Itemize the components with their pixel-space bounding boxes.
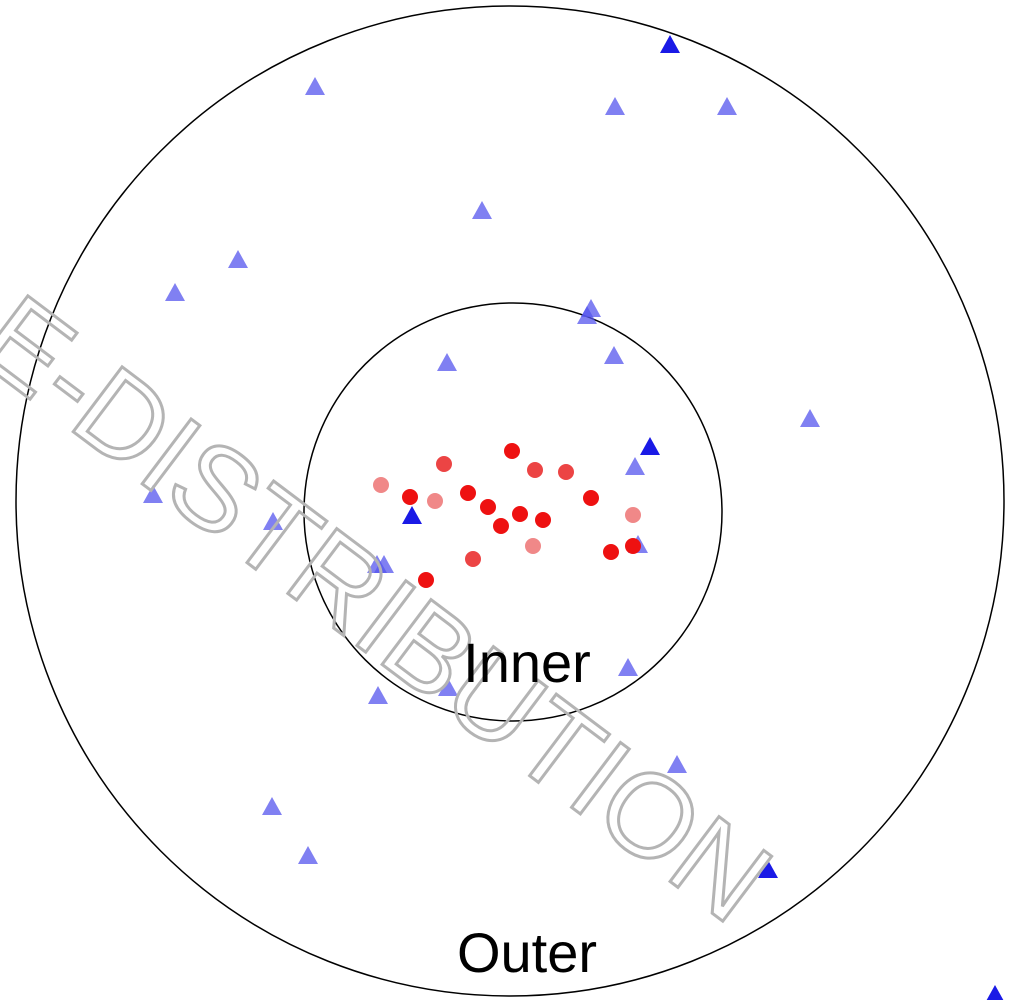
triangle — [368, 686, 388, 704]
dot — [465, 551, 481, 567]
triangle — [604, 346, 624, 364]
triangle — [618, 658, 638, 676]
triangle — [577, 306, 597, 324]
dot — [625, 507, 641, 523]
triangle — [262, 797, 282, 815]
triangle — [263, 512, 283, 530]
triangle — [438, 678, 458, 696]
inner-label: Inner — [463, 631, 591, 694]
triangle — [640, 437, 660, 455]
dot — [460, 485, 476, 501]
triangle — [800, 409, 820, 427]
triangle — [437, 353, 457, 371]
dot — [480, 499, 496, 515]
dot — [603, 544, 619, 560]
triangle — [605, 97, 625, 115]
dot — [373, 477, 389, 493]
triangle — [625, 457, 645, 475]
dot — [558, 464, 574, 480]
dot — [418, 572, 434, 588]
inner-circle — [303, 302, 723, 722]
triangle — [374, 555, 394, 573]
triangle — [667, 755, 687, 773]
triangle — [758, 860, 778, 878]
outer-label: Outer — [457, 921, 597, 984]
triangle — [143, 485, 163, 503]
dot — [525, 538, 541, 554]
dot — [493, 518, 509, 534]
triangle — [305, 77, 325, 95]
triangle — [298, 846, 318, 864]
triangle — [717, 97, 737, 115]
dot — [527, 462, 543, 478]
dot — [625, 538, 641, 554]
dot — [535, 512, 551, 528]
triangle — [228, 250, 248, 268]
dot — [583, 490, 599, 506]
triangle — [660, 35, 680, 53]
triangle — [986, 985, 1004, 1000]
outer-circle — [15, 5, 1005, 997]
dot — [512, 506, 528, 522]
dot — [402, 489, 418, 505]
dot — [427, 493, 443, 509]
triangle — [402, 506, 422, 524]
triangle — [165, 283, 185, 301]
points — [143, 35, 1004, 1000]
triangle — [472, 201, 492, 219]
watermark: E-DISTRIBUTION — [0, 270, 794, 947]
dot — [504, 443, 520, 459]
dot — [436, 456, 452, 472]
